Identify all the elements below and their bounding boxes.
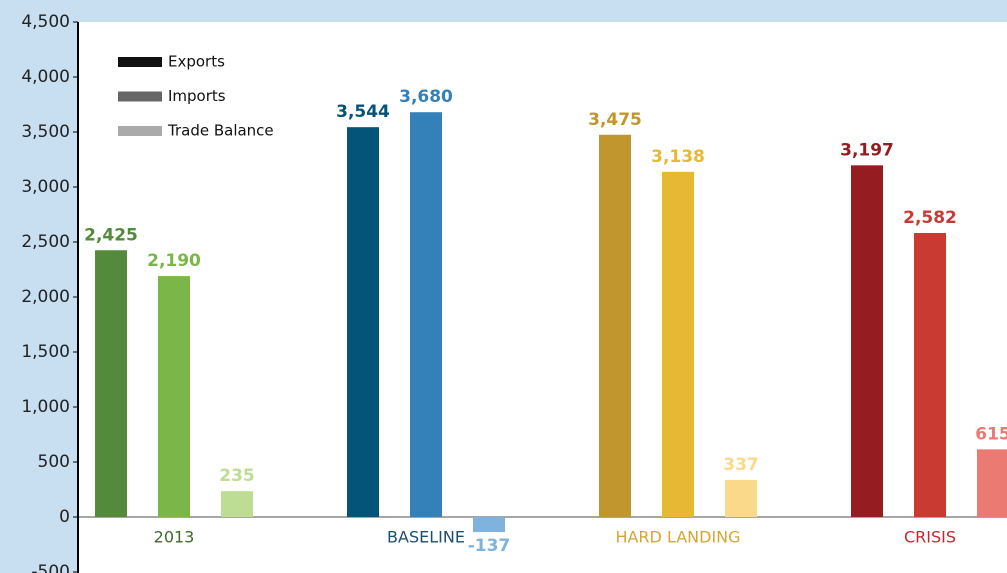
legend-label: Imports (168, 87, 226, 105)
y-tick-label: 3,500 (21, 122, 70, 142)
bar (221, 491, 253, 517)
legend-swatch (118, 91, 162, 102)
x-tick-label: BASELINE (387, 528, 465, 547)
bar (473, 517, 505, 533)
legend-swatch (118, 57, 162, 67)
y-tick-label: 2,500 (21, 232, 70, 252)
bar (977, 449, 1007, 517)
bar (599, 134, 631, 517)
value-label: 235 (219, 466, 255, 486)
value-label: -137 (468, 536, 511, 556)
y-tick-label: 4,500 (21, 12, 70, 32)
y-tick-label: 4,000 (21, 67, 70, 87)
y-tick-label: 1,000 (21, 397, 70, 417)
x-tick-label: 2013 (154, 528, 195, 547)
y-tick-label: 3,000 (21, 177, 70, 197)
value-label: 3,197 (840, 140, 894, 160)
value-label: 2,425 (84, 225, 138, 245)
value-label: 337 (723, 455, 759, 475)
value-label: 2,582 (903, 208, 957, 228)
legend-label: Exports (168, 53, 225, 71)
value-label: 3,680 (399, 87, 453, 107)
bar (851, 165, 883, 517)
y-tick-label: 500 (38, 452, 70, 472)
y-tick-label: 0 (59, 507, 70, 527)
bar (95, 250, 127, 517)
bar (662, 171, 694, 517)
bar (410, 112, 442, 517)
legend-swatch (118, 126, 162, 136)
legend-label: Trade Balance (167, 122, 274, 140)
value-label: 2,190 (147, 251, 201, 271)
bar (158, 276, 190, 517)
x-tick-label: HARD LANDING (615, 528, 740, 547)
value-label: 615 (975, 424, 1007, 444)
bar (347, 127, 379, 517)
x-tick-label: CRISIS (904, 528, 956, 547)
y-tick-label: -500 (31, 562, 70, 573)
y-tick-label: 2,000 (21, 287, 70, 307)
bar (725, 479, 757, 517)
bar (914, 232, 946, 518)
value-label: 3,544 (336, 102, 390, 122)
value-label: 3,138 (651, 147, 705, 167)
value-label: 3,475 (588, 110, 642, 130)
y-tick-label: 1,500 (21, 342, 70, 362)
